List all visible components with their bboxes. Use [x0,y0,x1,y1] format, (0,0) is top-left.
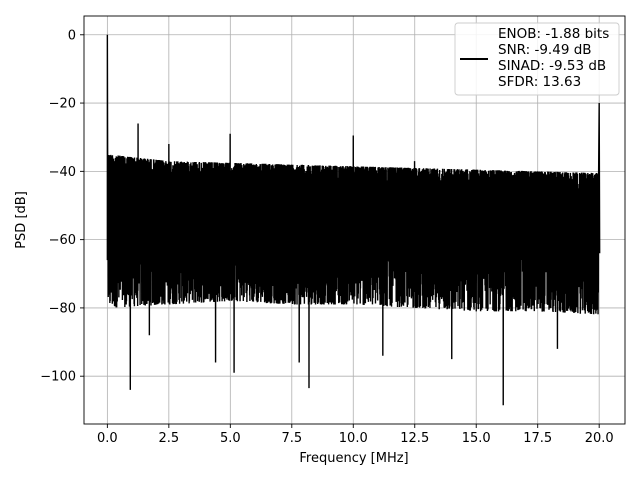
legend-line-3: SINAD: -9.53 dB [498,58,606,74]
y-tick-label: −60 [49,233,76,248]
plot-frame [83,15,626,425]
y-tick-label: −40 [49,165,76,180]
legend-line-2: SNR: -9.49 dB [498,42,592,58]
legend-box [454,22,620,96]
x-tick-label: 15.0 [462,431,491,446]
legend-line-1: ENOB: -1.88 bits [498,26,609,42]
y-axis-label: PSD [dB] [14,191,29,249]
legend-line-4: SFDR: 13.63 [498,74,581,90]
x-tick-label: 2.5 [158,431,179,446]
y-tick-label: −100 [40,370,76,385]
y-tick-label: −80 [49,301,76,316]
psd-series-line [106,34,601,406]
x-tick-label: 17.5 [523,431,552,446]
legend-entry-text: ENOB: -1.88 bits SNR: -9.49 dB SINAD: -9.5… [498,26,609,90]
x-tick-label: 0.0 [97,431,118,446]
x-axis-label: Frequency [MHz] [299,451,408,466]
y-tick-label: −20 [49,97,76,112]
y-axis-ticks: 0 −20 −40 −60 −80 −100 [40,28,84,385]
x-tick-label: 10.0 [339,431,368,446]
x-tick-label: 20.0 [585,431,614,446]
x-axis-ticks: 0.0 2.5 5.0 7.5 10.0 12.5 15.0 17.5 20.0 [97,424,614,446]
x-tick-label: 12.5 [400,431,429,446]
x-tick-label: 7.5 [281,431,302,446]
legend: ENOB: -1.88 bits SNR: -9.49 dB SINAD: -9.5… [454,22,620,96]
x-tick-label: 5.0 [220,431,241,446]
y-tick-label: 0 [68,28,76,43]
psd-trace [106,34,601,406]
